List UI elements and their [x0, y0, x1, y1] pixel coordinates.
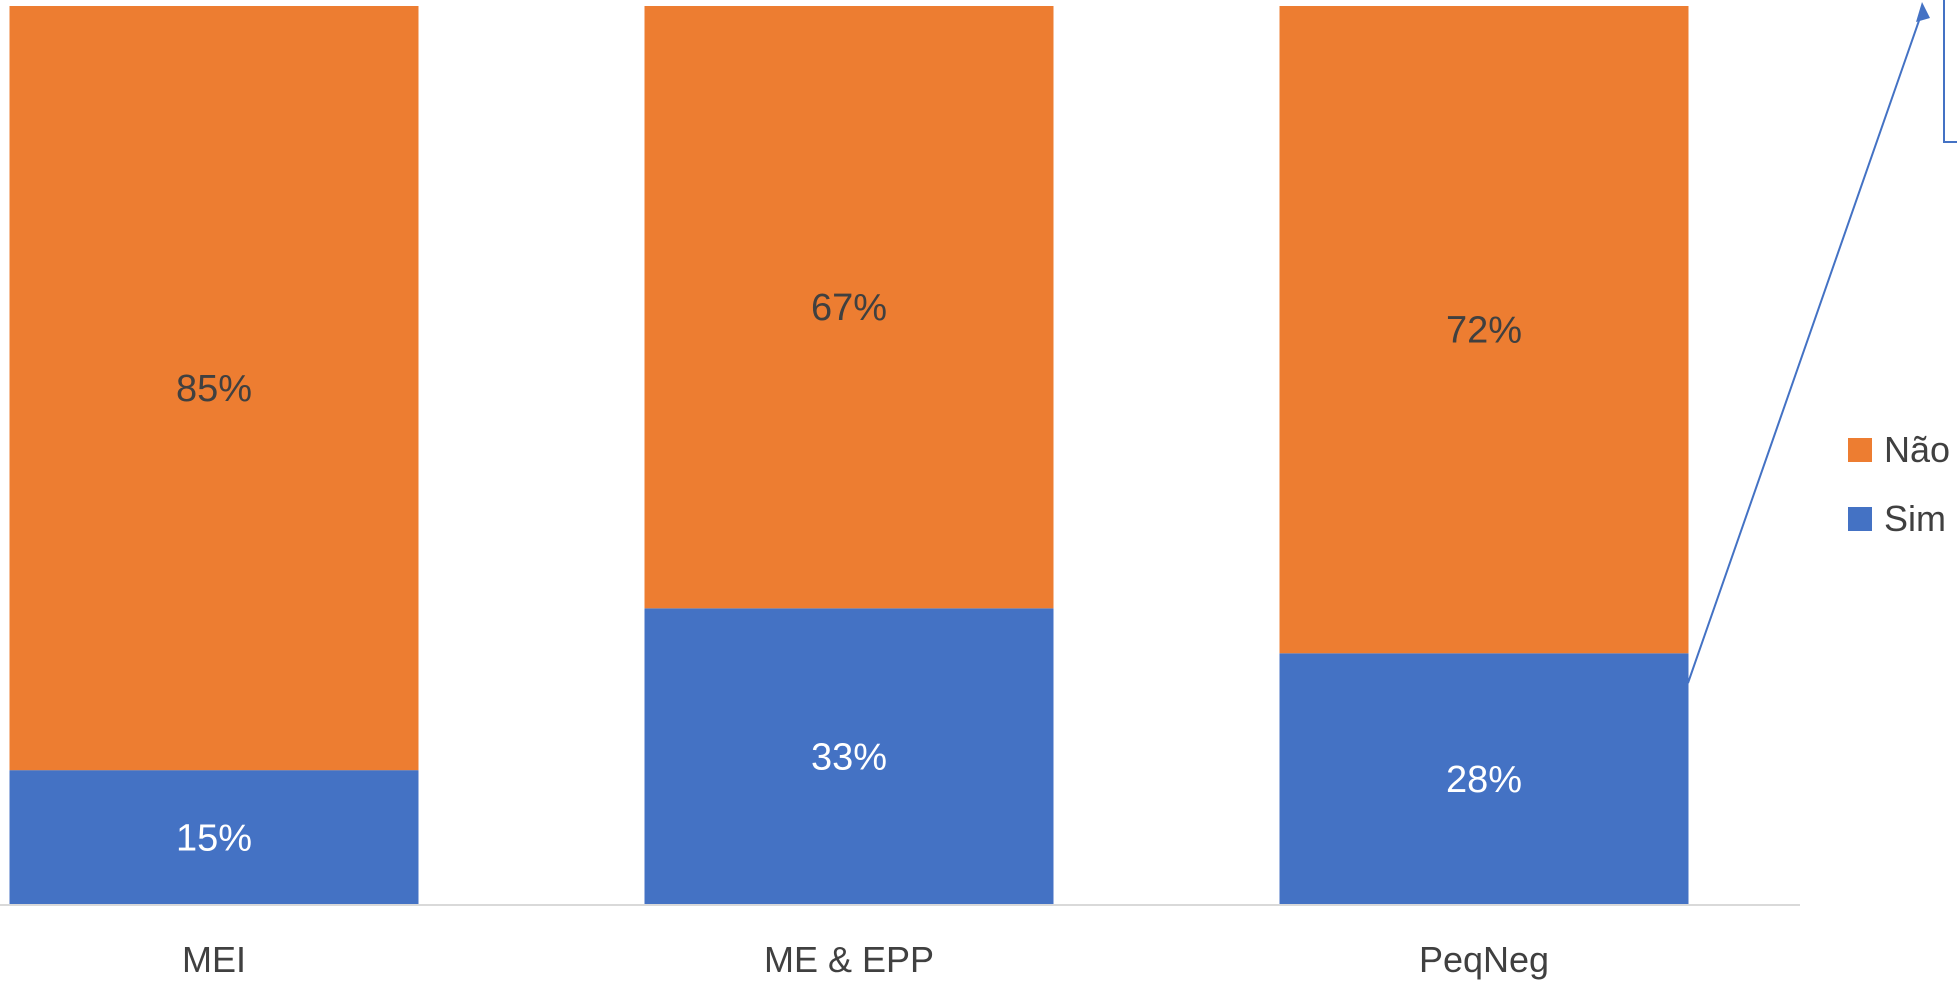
bar-peqneg-n-o[interactable] [1279, 6, 1689, 654]
legend-label-nao: Não [1884, 428, 1951, 470]
data-label-peqneg-sim: 28% [1446, 759, 1522, 801]
data-label-me-epp-n-o: 67% [811, 287, 887, 329]
bar-me-epp-sim[interactable] [644, 608, 1054, 905]
callout-arrow-line [1687, 11, 1923, 684]
legend: Não Sim [1848, 429, 1950, 570]
callout-box-border [1943, 0, 1957, 143]
legend-swatch-nao [1848, 437, 1872, 462]
callout-annotation [1687, 0, 1957, 684]
bar-peqneg-sim[interactable] [1279, 653, 1689, 905]
x-tick-label-mei: MEI [182, 939, 246, 980]
legend-item-sim[interactable]: Sim [1848, 498, 1950, 539]
legend-item-nao[interactable]: Não [1848, 429, 1950, 470]
legend-label-sim: Sim [1884, 497, 1946, 539]
data-label-me-epp-sim: 33% [811, 737, 887, 779]
bar-mei-sim[interactable] [9, 770, 419, 905]
data-labels-group: 15% 85% 33% 67% 28% 72% [176, 287, 1522, 859]
data-label-peqneg-n-o: 72% [1446, 310, 1522, 352]
bars-group [9, 6, 1689, 905]
legend-swatch-sim [1848, 506, 1872, 531]
x-tick-label-me-epp: ME & EPP [764, 939, 934, 980]
x-tick-label-peqneg: PeqNeg [1419, 939, 1549, 980]
callout-arrowhead [1916, 2, 1930, 22]
x-tick-labels-group: MEI ME & EPP PeqNeg [182, 939, 1549, 980]
bar-mei-n-o[interactable] [9, 6, 419, 771]
data-label-mei-sim: 15% [176, 818, 252, 860]
bar-me-epp-n-o[interactable] [644, 6, 1054, 609]
data-label-mei-n-o: 85% [176, 368, 252, 410]
